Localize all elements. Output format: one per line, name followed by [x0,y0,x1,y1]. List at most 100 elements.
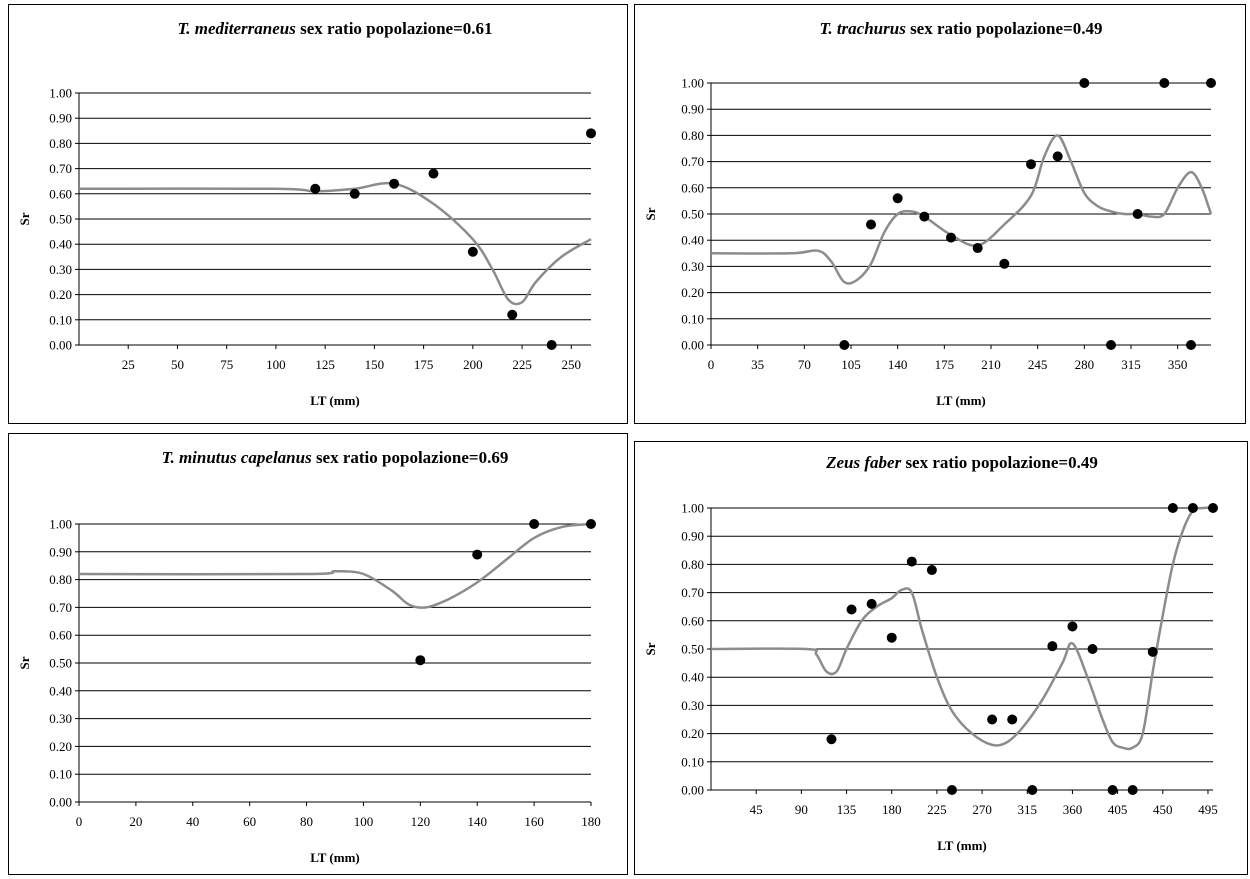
y-tick-label: 0.60 [49,186,72,201]
y-tick-label: 0.00 [681,338,704,353]
x-tick-label: 70 [798,357,811,372]
y-axis-label: Sr [643,207,658,220]
y-tick-label: 1.00 [49,517,72,532]
y-tick-label: 0.10 [49,312,72,327]
data-point [906,556,917,567]
chart-title-species: Zeus faber [825,453,901,472]
x-tick-label: 175 [414,357,434,372]
y-tick-label: 0.00 [681,783,704,798]
data-point [428,168,439,179]
chart-title-rest: sex ratio popolazione=0.61 [296,19,493,38]
data-point [1106,340,1116,350]
x-axis-label: LT (mm) [310,393,359,408]
y-tick-label: 0.30 [49,262,72,277]
data-point [1026,159,1036,170]
data-point [826,734,837,745]
data-point [1187,503,1198,513]
chart-svg: T. minutus capelanus sex ratio popolazio… [17,448,601,865]
x-tick-label: 245 [1028,357,1048,372]
data-point [1208,503,1218,513]
data-point [1079,78,1090,88]
data-point [586,519,596,529]
data-point [1007,714,1018,725]
x-tick-label: 270 [972,802,992,817]
data-point [886,632,897,643]
chart-svg: T. trachurus sex ratio popolazione=0.49 0… [643,19,1216,408]
data-point [1087,644,1098,654]
data-point [507,309,518,320]
x-tick-label: 150 [365,357,385,372]
x-tick-label: 180 [581,814,601,829]
data-point [1052,151,1063,162]
data-point [987,714,998,725]
y-tick-label: 0.90 [681,102,704,117]
y-tick-label: 0.40 [681,670,704,685]
x-tick-label: 200 [463,357,483,372]
x-tick-label: 135 [837,802,857,817]
y-tick-label: 0.30 [681,698,704,713]
data-point [546,340,557,350]
y-tick-label: 1.00 [681,501,704,516]
y-tick-label: 0.20 [681,285,704,300]
data-point [472,549,483,560]
x-tick-label: 80 [300,814,313,829]
x-tick-label: 495 [1198,802,1218,817]
x-tick-label: 250 [562,357,582,372]
smoothed-curve [710,134,1213,285]
data-point [349,188,360,199]
data-point [1186,340,1196,350]
x-tick-label: 210 [981,357,1001,372]
chart-title: T. minutus capelanus sex ratio popolazio… [162,448,509,467]
chart-svg: T. mediterraneus sex ratio popolazione=0… [17,19,596,408]
y-tick-label: 0.70 [681,154,704,169]
x-axis-label: LT (mm) [310,850,359,865]
chart-panel-zeus-faber: Zeus faber sex ratio popolazione=0.49 0.0… [634,441,1248,875]
y-tick-label: 0.80 [49,136,72,151]
y-tick-label: 0.00 [49,795,72,810]
data-point [1127,785,1138,795]
smoothed-curve [710,506,1214,751]
data-point [1047,641,1058,652]
data-point [1107,785,1118,795]
data-point [946,232,956,243]
data-point [1027,785,1038,795]
y-tick-label: 1.00 [681,76,704,91]
data-point [1206,78,1216,88]
data-point [415,655,426,666]
x-tick-label: 405 [1108,802,1128,817]
x-tick-label: 180 [882,802,902,817]
x-tick-label: 40 [186,814,199,829]
x-tick-label: 60 [243,814,256,829]
x-tick-label: 75 [220,357,233,372]
smoothed-curve [78,522,592,609]
y-tick-label: 0.20 [49,287,72,302]
x-tick-label: 90 [795,802,808,817]
data-point [892,193,903,204]
x-tick-label: 280 [1075,357,1095,372]
chart-title-species: T. minutus capelanus [162,448,312,467]
y-tick-label: 0.80 [681,128,704,143]
data-point [919,211,930,222]
y-tick-label: 1.00 [49,86,72,101]
x-tick-label: 225 [512,357,532,372]
x-tick-label: 225 [927,802,947,817]
y-tick-label: 0.80 [49,572,72,587]
y-tick-label: 0.30 [681,259,704,274]
y-tick-label: 0.10 [49,767,72,782]
data-point [586,128,596,139]
x-tick-label: 0 [708,357,715,372]
x-axis-label: LT (mm) [937,838,986,853]
x-tick-label: 20 [129,814,142,829]
y-tick-label: 0.90 [49,544,72,559]
y-tick-label: 0.90 [49,111,72,126]
data-point [926,565,937,576]
y-tick-label: 0.20 [49,739,72,754]
x-tick-label: 450 [1153,802,1173,817]
x-tick-label: 100 [354,814,374,829]
y-tick-label: 0.30 [49,711,72,726]
y-tick-label: 0.10 [681,311,704,326]
data-point [1159,78,1170,88]
chart-title: T. trachurus sex ratio popolazione=0.49 [820,19,1103,38]
y-tick-label: 0.70 [49,161,72,176]
chart-title-rest: sex ratio popolazione=0.49 [906,19,1103,38]
